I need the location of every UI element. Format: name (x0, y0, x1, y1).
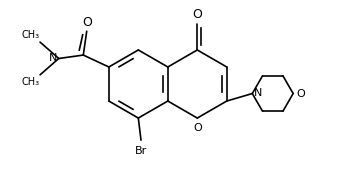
Text: CH₃: CH₃ (21, 30, 39, 40)
Text: O: O (297, 88, 305, 99)
Text: O: O (193, 123, 202, 133)
Text: N: N (49, 53, 57, 63)
Text: O: O (82, 16, 92, 29)
Text: Br: Br (135, 146, 147, 156)
Text: N: N (254, 88, 262, 98)
Text: O: O (192, 8, 202, 21)
Text: CH₃: CH₃ (21, 77, 39, 87)
